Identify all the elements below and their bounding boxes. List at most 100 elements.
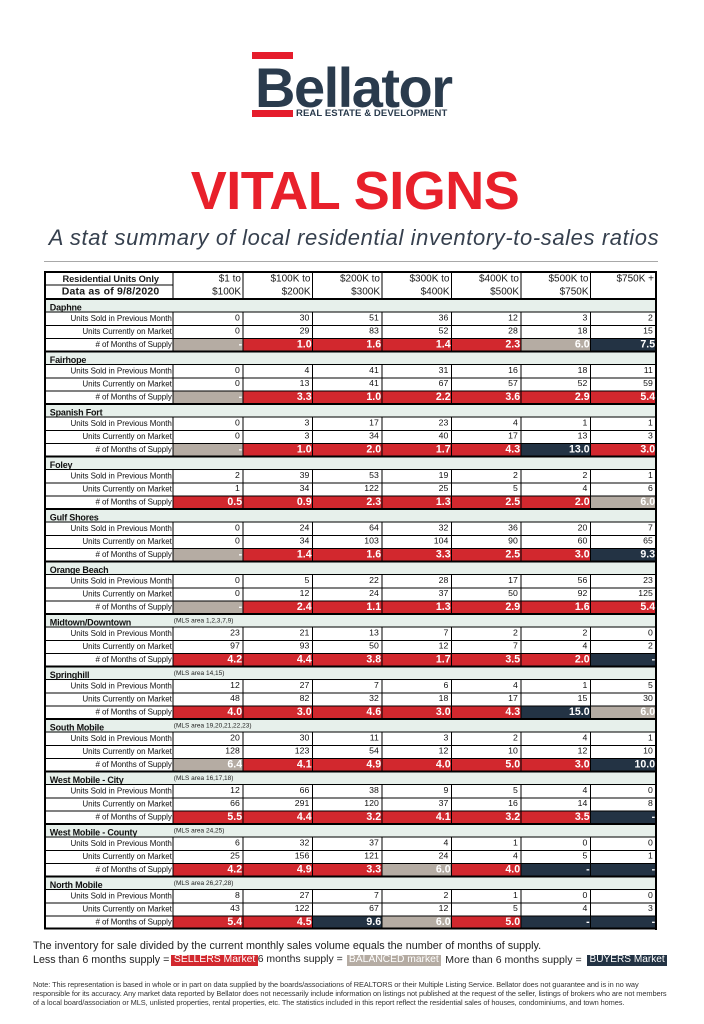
svg-text:Units Sold in Previous Month: Units Sold in Previous Month xyxy=(70,576,171,585)
svg-text:12: 12 xyxy=(230,785,240,795)
svg-text:South Mobile: South Mobile xyxy=(50,722,104,732)
svg-text:25: 25 xyxy=(230,850,240,860)
svg-text:Residential Units Only: Residential Units Only xyxy=(62,274,159,284)
svg-text:1.6: 1.6 xyxy=(575,601,590,613)
svg-text:7: 7 xyxy=(443,627,448,637)
svg-text:6: 6 xyxy=(443,680,448,690)
svg-text:4.5: 4.5 xyxy=(297,916,312,928)
svg-text:1.0: 1.0 xyxy=(366,391,381,403)
svg-text:1.0: 1.0 xyxy=(297,444,312,456)
svg-text:0: 0 xyxy=(582,837,587,847)
svg-text:5: 5 xyxy=(513,903,518,913)
svg-text:40: 40 xyxy=(439,430,449,440)
svg-text:-: - xyxy=(239,549,243,561)
svg-text:# of Months of Supply: # of Months of Supply xyxy=(95,760,171,769)
svg-text:14: 14 xyxy=(578,798,588,808)
svg-text:6.0: 6.0 xyxy=(436,864,451,876)
svg-text:30: 30 xyxy=(643,693,653,703)
svg-text:125: 125 xyxy=(638,588,653,598)
svg-text:-: - xyxy=(652,654,656,666)
svg-text:Units Sold in Previous Month: Units Sold in Previous Month xyxy=(70,629,171,638)
svg-text:19: 19 xyxy=(439,470,449,480)
svg-text:59: 59 xyxy=(643,378,653,388)
svg-text:1.4: 1.4 xyxy=(297,549,312,561)
svg-text:24: 24 xyxy=(369,588,379,598)
svg-text:30: 30 xyxy=(300,312,310,322)
svg-text:56: 56 xyxy=(578,575,588,585)
svg-text:1: 1 xyxy=(648,850,653,860)
svg-text:2: 2 xyxy=(648,312,653,322)
svg-text:# of Months of Supply: # of Months of Supply xyxy=(95,498,171,507)
svg-text:(MLS area 14,15): (MLS area 14,15) xyxy=(174,670,225,677)
svg-text:7: 7 xyxy=(374,890,379,900)
svg-text:37: 37 xyxy=(439,798,449,808)
svg-text:103: 103 xyxy=(364,535,379,545)
svg-text:(MLS area 26,27,28): (MLS area 26,27,28) xyxy=(174,880,234,887)
svg-text:0: 0 xyxy=(235,325,240,335)
svg-text:16: 16 xyxy=(508,365,518,375)
svg-text:0: 0 xyxy=(235,522,240,532)
svg-text:34: 34 xyxy=(369,430,379,440)
svg-text:# of Months of Supply: # of Months of Supply xyxy=(95,655,171,664)
svg-text:0: 0 xyxy=(235,378,240,388)
svg-text:Units Currently on Market: Units Currently on Market xyxy=(82,747,172,756)
svg-text:0: 0 xyxy=(648,627,653,637)
svg-text:2.3: 2.3 xyxy=(366,496,381,508)
svg-text:-: - xyxy=(586,864,590,876)
svg-text:0: 0 xyxy=(235,535,240,545)
svg-text:# of Months of Supply: # of Months of Supply xyxy=(95,340,171,349)
svg-text:Units Currently on Market: Units Currently on Market xyxy=(82,904,172,913)
svg-text:291: 291 xyxy=(295,798,310,808)
svg-text:51: 51 xyxy=(369,312,379,322)
svg-text:15: 15 xyxy=(643,325,653,335)
svg-text:2.0: 2.0 xyxy=(575,496,590,508)
svg-text:2.3: 2.3 xyxy=(505,339,520,351)
svg-text:0.9: 0.9 xyxy=(297,496,312,508)
svg-text:5: 5 xyxy=(304,575,309,585)
svg-text:21: 21 xyxy=(300,627,310,637)
svg-text:5: 5 xyxy=(582,850,587,860)
svg-text:17: 17 xyxy=(508,430,518,440)
svg-text:10.0: 10.0 xyxy=(634,759,655,771)
svg-text:4.2: 4.2 xyxy=(227,654,242,666)
svg-text:6.0: 6.0 xyxy=(575,339,590,351)
svg-text:1: 1 xyxy=(648,417,653,427)
svg-text:13.0: 13.0 xyxy=(569,444,590,456)
svg-text:3.0: 3.0 xyxy=(640,444,655,456)
svg-text:32: 32 xyxy=(439,522,449,532)
svg-text:(MLS area 19,20,21,22,23): (MLS area 19,20,21,22,23) xyxy=(174,723,252,730)
svg-text:53: 53 xyxy=(369,470,379,480)
svg-text:7: 7 xyxy=(513,640,518,650)
svg-text:Springhill: Springhill xyxy=(50,670,90,680)
svg-text:83: 83 xyxy=(369,325,379,335)
svg-text:Spanish Fort: Spanish Fort xyxy=(50,407,103,417)
svg-text:4: 4 xyxy=(582,732,587,742)
svg-text:Foley: Foley xyxy=(50,460,73,470)
svg-text:$1 to: $1 to xyxy=(219,274,242,285)
svg-text:0: 0 xyxy=(648,837,653,847)
svg-text:17: 17 xyxy=(508,693,518,703)
svg-text:1.7: 1.7 xyxy=(436,654,451,666)
svg-text:93: 93 xyxy=(300,640,310,650)
svg-text:1: 1 xyxy=(513,890,518,900)
svg-text:104: 104 xyxy=(434,535,449,545)
svg-text:50: 50 xyxy=(369,640,379,650)
svg-text:3.0: 3.0 xyxy=(575,549,590,561)
svg-text:1: 1 xyxy=(582,680,587,690)
svg-text:15: 15 xyxy=(578,693,588,703)
svg-text:67: 67 xyxy=(439,378,449,388)
svg-text:32: 32 xyxy=(300,837,310,847)
svg-text:0: 0 xyxy=(235,312,240,322)
svg-text:Gulf Shores: Gulf Shores xyxy=(50,512,99,522)
svg-text:5.4: 5.4 xyxy=(227,916,242,928)
svg-text:$750K +: $750K + xyxy=(616,274,654,285)
svg-text:-: - xyxy=(652,916,656,928)
svg-text:5.4: 5.4 xyxy=(640,391,655,403)
svg-text:$300K to: $300K to xyxy=(409,274,449,285)
svg-text:$100K to: $100K to xyxy=(270,274,310,285)
svg-text:-: - xyxy=(652,864,656,876)
svg-text:3: 3 xyxy=(304,430,309,440)
svg-text:20: 20 xyxy=(230,732,240,742)
svg-text:Orange Beach: Orange Beach xyxy=(50,565,109,575)
svg-text:123: 123 xyxy=(295,745,310,755)
